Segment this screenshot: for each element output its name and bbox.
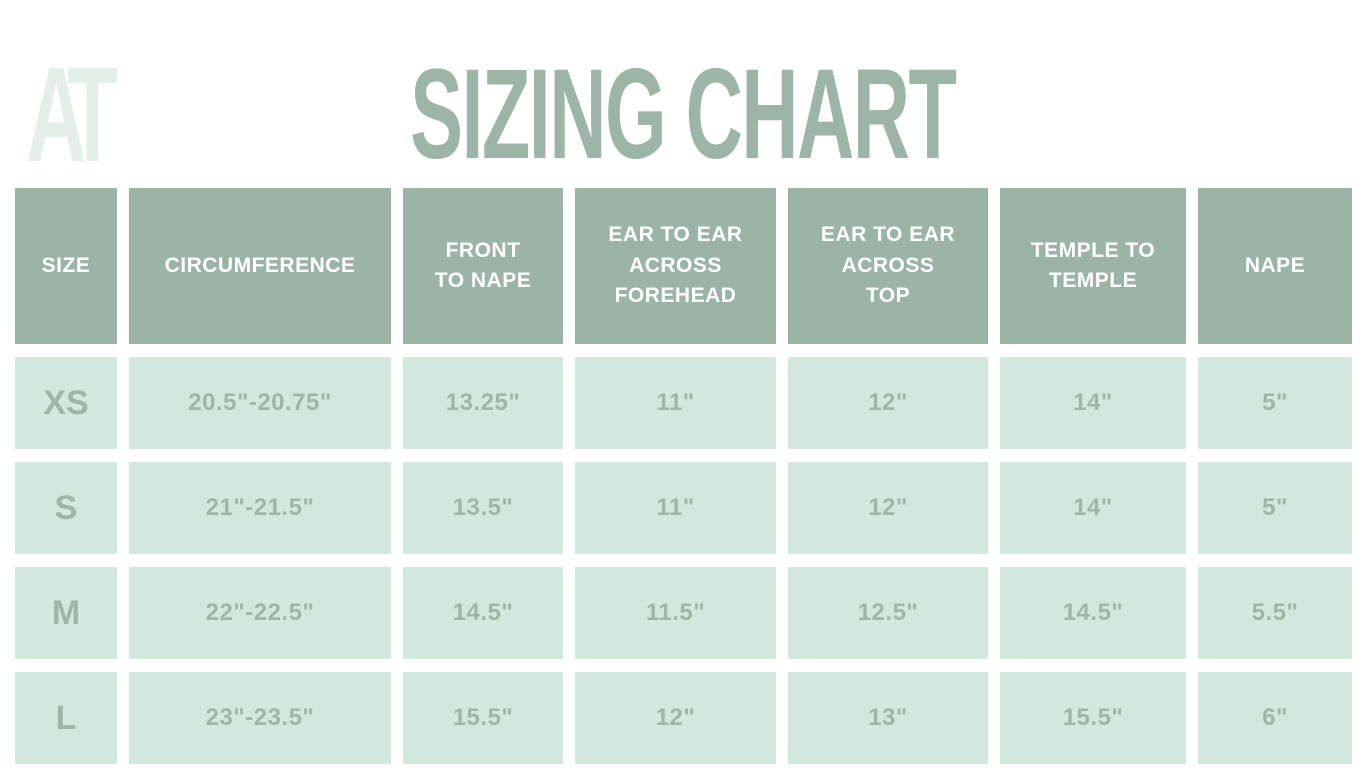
header-label: TEMPLE TO TEMPLE [1030, 238, 1156, 292]
table-cell: 11" [575, 357, 776, 449]
table-cell: 14.5" [1000, 567, 1186, 659]
header-label: EAR TO EAR ACROSS TOP [820, 223, 956, 308]
page-title: SIZING CHART [410, 43, 957, 186]
header-label: FRONT TO NAPE [434, 238, 532, 292]
header-label: NAPE [1244, 253, 1306, 277]
table-cell: 14.5" [403, 567, 563, 659]
table-cell: 5" [1198, 357, 1352, 449]
brand-logo: AT [26, 39, 118, 190]
table-cell: 12" [788, 357, 988, 449]
header-label: EAR TO EAR ACROSS FOREHEAD [608, 223, 743, 308]
table-cell: 11.5" [575, 567, 776, 659]
table-cell: 6" [1198, 672, 1352, 764]
table-cell: 12.5" [788, 567, 988, 659]
table-cell: 14" [1000, 357, 1186, 449]
header-cell-circumference: CIRCUMFERENCE [129, 188, 391, 344]
sizing-table: SIZE CIRCUMFERENCE FRONT TO NAPE EAR TO … [15, 188, 1352, 764]
header-cell-size: SIZE [15, 188, 117, 344]
table-cell: 14" [1000, 462, 1186, 554]
table-cell: 15.5" [403, 672, 563, 764]
header-label: CIRCUMFERENCE [164, 253, 356, 277]
title-container: SIZING CHART [0, 51, 1366, 179]
header-cell-front-to-nape: FRONT TO NAPE [403, 188, 563, 344]
table-cell: 22"-22.5" [129, 567, 391, 659]
table-cell: 12" [575, 672, 776, 764]
size-cell-s: S [15, 462, 117, 554]
table-cell: 13.25" [403, 357, 563, 449]
header-label: SIZE [41, 253, 91, 277]
header-cell-ear-to-ear-forehead: EAR TO EAR ACROSS FOREHEAD [575, 188, 776, 344]
header-cell-nape: NAPE [1198, 188, 1352, 344]
table-cell: 13.5" [403, 462, 563, 554]
table-cell: 15.5" [1000, 672, 1186, 764]
table-cell: 21"-21.5" [129, 462, 391, 554]
table-cell: 11" [575, 462, 776, 554]
table-cell: 20.5"-20.75" [129, 357, 391, 449]
table-cell: 13" [788, 672, 988, 764]
size-cell-xs: XS [15, 357, 117, 449]
header-cell-temple-to-temple: TEMPLE TO TEMPLE [1000, 188, 1186, 344]
size-cell-m: M [15, 567, 117, 659]
table-cell: 5.5" [1198, 567, 1352, 659]
table-cell: 5" [1198, 462, 1352, 554]
header-cell-ear-to-ear-top: EAR TO EAR ACROSS TOP [788, 188, 988, 344]
table-cell: 12" [788, 462, 988, 554]
table-cell: 23"-23.5" [129, 672, 391, 764]
size-cell-l: L [15, 672, 117, 764]
